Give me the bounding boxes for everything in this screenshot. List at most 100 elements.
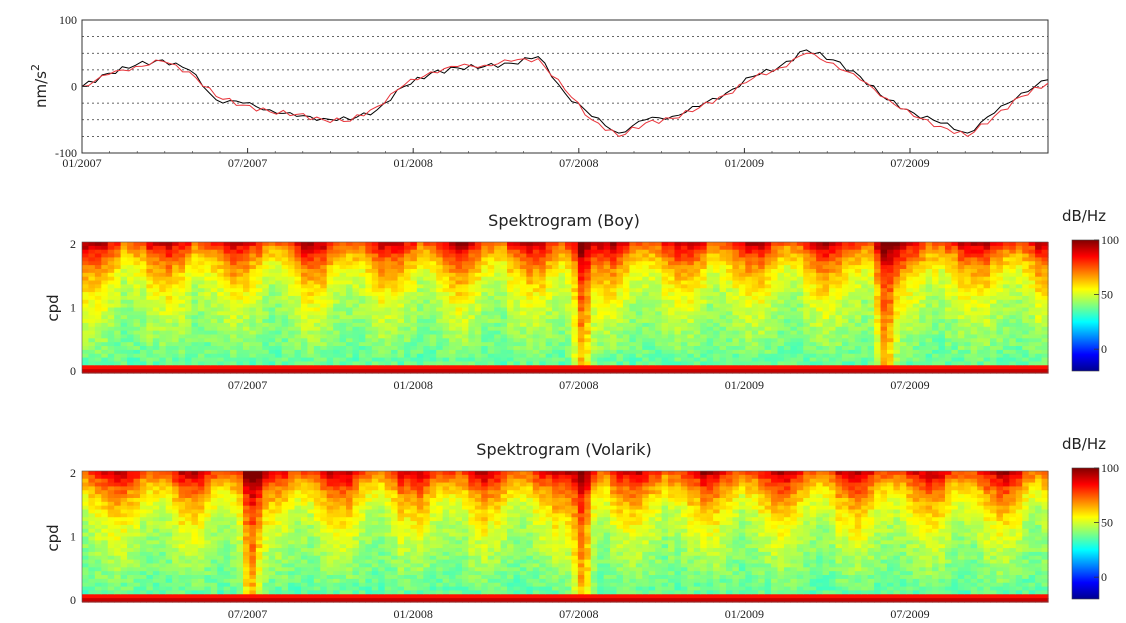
spectrogram-cell [751, 295, 759, 301]
spectrogram-cell [133, 295, 141, 301]
spectrogram-cell [925, 326, 933, 332]
spectrogram-cell [661, 307, 669, 312]
spectrogram-cell [622, 288, 630, 293]
spectrogram-cell [906, 292, 914, 297]
spectrogram-cell [829, 288, 837, 293]
spectrogram-cell [565, 315, 573, 320]
spectrogram-cell [333, 369, 341, 374]
spectrogram-cell [307, 338, 315, 343]
spectrogram-cell [230, 361, 238, 366]
spectrogram-cell [932, 365, 940, 370]
spectrogram-cell [223, 342, 231, 347]
spectrogram-cell [777, 249, 785, 255]
spectrogram-cell [152, 245, 160, 251]
spectrogram-cell [404, 369, 412, 374]
spectrogram-cell [796, 257, 804, 262]
spectrogram-cell [687, 307, 695, 312]
spectrogram-cell [854, 242, 862, 247]
spectrogram-cell [854, 346, 862, 351]
spectrogram-cell [197, 319, 205, 324]
spectrogram-cell [423, 257, 431, 262]
spectrogram-cell [294, 242, 302, 247]
spectrogram-cell [352, 299, 360, 305]
spectrogram-cell [178, 292, 186, 297]
spectrogram-cell [526, 346, 534, 351]
spectrogram-cell [990, 353, 998, 359]
spectrogram-cell [700, 303, 708, 309]
spectrogram-cell [835, 242, 843, 247]
spectrogram-cell [951, 342, 959, 347]
spectrogram-cell [223, 322, 231, 328]
spectrogram-cell [912, 261, 920, 266]
spectrogram-cell [178, 338, 186, 343]
spectrogram-cell [223, 280, 231, 285]
spectrogram-cell [597, 334, 605, 339]
spectrogram-cell [680, 361, 688, 366]
spectrogram-cell [494, 307, 502, 312]
spectrogram-cell [577, 268, 585, 274]
spectrogram-cell [526, 322, 534, 328]
spectrogram-cell [152, 265, 160, 270]
spectrogram-cell [513, 342, 521, 347]
spectrogram-cell [230, 369, 238, 374]
spectrogram-cell [532, 307, 540, 312]
spectrogram-cell [732, 365, 740, 370]
spectrogram-cell [674, 349, 682, 355]
spectrogram-cell [352, 319, 360, 324]
spectrogram-cell [159, 292, 167, 297]
spectrogram-cell [970, 365, 978, 370]
spectrogram-cell [481, 265, 489, 270]
spectrogram-cell [539, 349, 547, 355]
spectrogram-cell [848, 253, 856, 259]
spectrogram-cell [101, 299, 109, 305]
spectrogram-cell [854, 322, 862, 328]
spectrogram-cell [88, 365, 96, 370]
spectrogram-cell [738, 338, 746, 343]
spectrogram-cell [146, 303, 154, 309]
spectrogram-cell [423, 288, 431, 293]
spectrogram-cell [790, 303, 798, 309]
spectrogram-cell [919, 349, 927, 355]
spectrogram-cell [577, 334, 585, 339]
spectrogram-cell [1009, 280, 1017, 285]
spectrogram-cell [545, 265, 553, 270]
spectrogram-cell [82, 346, 90, 351]
spectrogram-cell [326, 284, 334, 289]
spectrogram-cell [642, 288, 650, 293]
spectrogram-cell [88, 322, 96, 328]
spectrogram-cell [423, 338, 431, 343]
spectrogram-cell [358, 330, 366, 336]
spectrogram-cell [990, 253, 998, 259]
spectrogram-cell [249, 338, 257, 343]
spectrogram-cell [552, 342, 560, 347]
spectrogram-cell [874, 288, 882, 293]
spectrogram-cell [597, 299, 605, 305]
spectrogram-cell [159, 357, 167, 363]
spectrogram-cell [809, 334, 817, 339]
spectrogram-cell [442, 346, 450, 351]
spectrogram-cell [726, 349, 734, 355]
spectrogram-cell [346, 288, 354, 293]
spectrogram-cell [693, 357, 701, 363]
spectrogram-cell [378, 330, 386, 336]
spectrogram-cell [687, 369, 695, 374]
spectrogram-cell [159, 265, 167, 270]
spectrogram-cell [777, 288, 785, 293]
spectrogram-cell [745, 288, 753, 293]
spectrogram-cell [816, 334, 824, 339]
spectrogram-cell [848, 334, 856, 339]
spectrogram-cell [127, 303, 135, 309]
spectrogram-cell [622, 322, 630, 328]
spectrogram-cell [230, 292, 238, 297]
spectrogram-cell [455, 322, 463, 328]
spectrogram-cell [500, 319, 508, 324]
spectrogram-cell [358, 249, 366, 255]
spectrogram-cell [487, 272, 495, 278]
spectrogram-cell [133, 307, 141, 312]
spectrogram-cell [616, 265, 624, 270]
spectrogram-cell [803, 280, 811, 285]
spectrogram-cell [339, 280, 347, 285]
spectrogram-cell [255, 253, 263, 259]
spectrogram-cell [197, 342, 205, 347]
spectrogram-cell [185, 365, 193, 370]
